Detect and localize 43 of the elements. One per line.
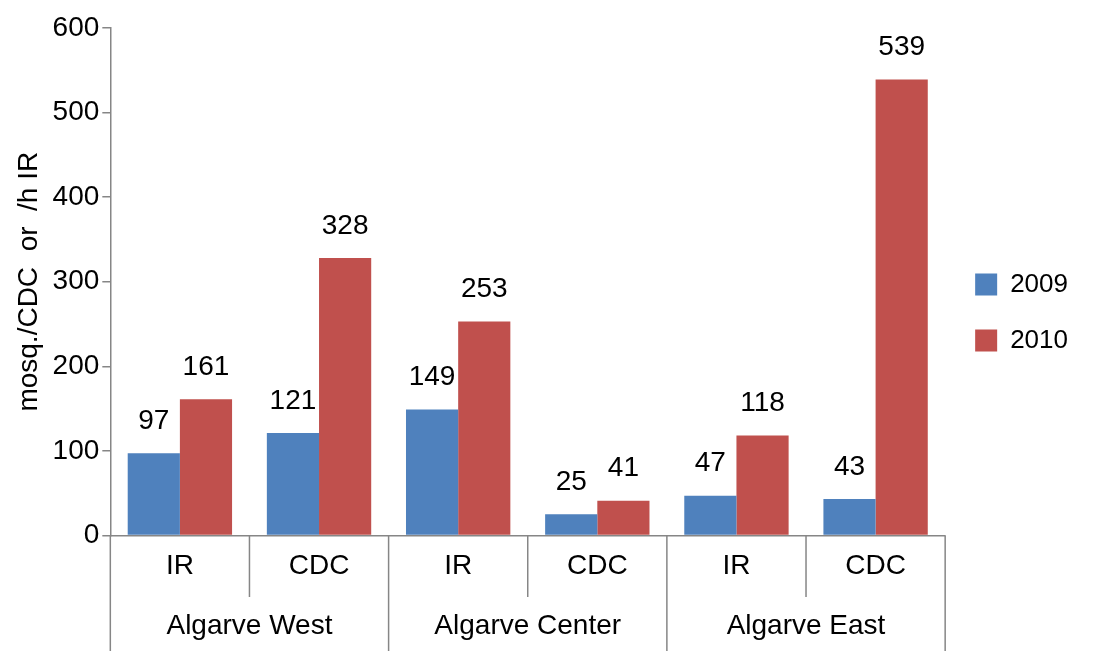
text: Algarve Center xyxy=(434,608,622,640)
data-label: 41 xyxy=(607,451,639,483)
x-tick-label: IR xyxy=(444,548,473,580)
x-tick-label: CDC xyxy=(288,548,350,580)
data-label: 47 xyxy=(694,446,726,478)
bar xyxy=(684,495,737,535)
bar xyxy=(319,258,372,535)
bar xyxy=(127,453,180,535)
bar xyxy=(405,409,459,535)
data-label: 43 xyxy=(833,449,866,481)
y-tick-label: 600 xyxy=(52,10,100,42)
data-label: 149 xyxy=(408,360,456,392)
x-tick-label: IR xyxy=(722,548,751,580)
x-tick-label: CDC xyxy=(845,548,906,580)
bar xyxy=(458,321,511,535)
data-label: 118 xyxy=(740,386,785,418)
text: Algarve East xyxy=(726,608,886,640)
data-label: 253 xyxy=(460,272,508,304)
data-label: 328 xyxy=(321,208,369,240)
x-tick-label: IR xyxy=(165,548,194,580)
bar xyxy=(875,79,928,535)
bar xyxy=(736,435,789,535)
bar xyxy=(179,399,233,535)
bar xyxy=(823,499,876,535)
y-tick-label: 500 xyxy=(52,95,100,127)
x-tick-label: CDC xyxy=(566,548,628,580)
data-label: 121 xyxy=(269,383,317,415)
legend-label: 2010 xyxy=(1010,323,1068,354)
y-tick-label: 100 xyxy=(52,433,100,465)
data-label: 161 xyxy=(182,349,230,381)
legend-label: 2009 xyxy=(1010,267,1068,298)
bar xyxy=(597,500,650,535)
y-tick-label: 0 xyxy=(83,518,100,550)
y-tick-label: 300 xyxy=(52,264,100,296)
y-tick-label: 200 xyxy=(52,348,100,380)
data-label: 97 xyxy=(138,404,170,436)
y-tick-label: 400 xyxy=(52,179,100,211)
data-label: 25 xyxy=(555,464,587,496)
bar xyxy=(266,433,320,535)
text: Algarve West xyxy=(166,608,333,640)
y-axis-title: mosq./CDC or /h IR xyxy=(11,151,43,412)
bar xyxy=(545,514,598,535)
data-label: 539 xyxy=(878,30,926,62)
